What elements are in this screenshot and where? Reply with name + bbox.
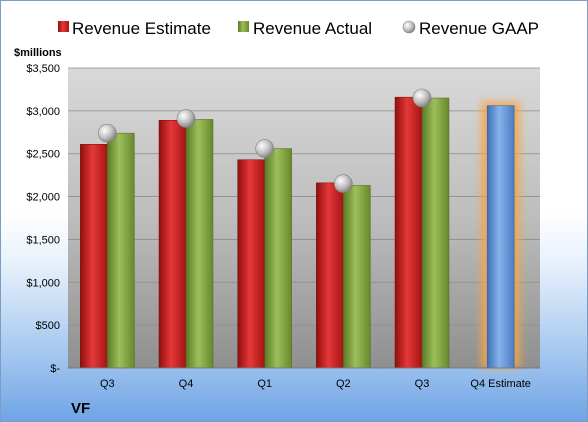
marker-revenue-gaap bbox=[412, 88, 432, 108]
y-tick-label: $2,500 bbox=[26, 149, 60, 161]
legend-label-revenue-actual: Revenue Actual bbox=[253, 19, 372, 38]
y-tick-label: $3,500 bbox=[26, 63, 60, 75]
bar-revenue-actual bbox=[264, 148, 292, 369]
marker-revenue-gaap bbox=[176, 109, 196, 128]
y-tick-label: $3,000 bbox=[26, 106, 60, 118]
legend-marker-revenue-gaap bbox=[402, 20, 416, 34]
y-axis-units: $millions bbox=[14, 47, 62, 59]
gridlines bbox=[68, 67, 540, 326]
x-tick-label: Q4 bbox=[179, 378, 194, 390]
bar-revenue-estimate bbox=[394, 96, 423, 369]
legend-swatch-revenue-estimate bbox=[58, 21, 69, 32]
x-tick-label: Q1 bbox=[257, 378, 272, 390]
marker-revenue-gaap bbox=[334, 174, 353, 194]
bar-q4-estimate bbox=[486, 105, 515, 369]
plot-area bbox=[68, 68, 540, 368]
x-tick-label: Q3 bbox=[415, 378, 430, 390]
gaap-markers bbox=[98, 88, 432, 194]
bar-revenue-actual bbox=[421, 97, 450, 369]
x-axis-ticks: Q3 Q4 Q1 Q2 Q3 Q4 Estimate bbox=[100, 378, 531, 390]
company-ticker: VF bbox=[71, 400, 90, 417]
y-tick-label: $1,500 bbox=[26, 234, 60, 246]
bar-revenue-actual bbox=[343, 185, 371, 369]
bars bbox=[80, 96, 521, 369]
bar-revenue-estimate bbox=[316, 182, 344, 369]
y-tick-label: $- bbox=[50, 363, 60, 375]
x-tick-label: Q4 Estimate bbox=[470, 378, 531, 390]
legend: Revenue Estimate Revenue Actual Revenue … bbox=[58, 19, 539, 38]
bar-revenue-actual bbox=[185, 119, 214, 369]
bar-revenue-estimate bbox=[80, 144, 108, 369]
legend-swatch-revenue-actual bbox=[238, 21, 249, 32]
marker-revenue-gaap bbox=[98, 123, 117, 143]
y-axis-ticks: $- $500 $1,000 $1,500 $2,000 $2,500 $3,000 $3,5… bbox=[26, 63, 60, 375]
marker-revenue-gaap bbox=[255, 139, 274, 158]
bar-revenue-estimate bbox=[158, 120, 187, 369]
x-tick-label: Q2 bbox=[336, 378, 351, 390]
bar-revenue-actual bbox=[107, 132, 135, 369]
x-tick-label: Q3 bbox=[100, 378, 115, 390]
y-tick-label: $500 bbox=[36, 320, 60, 332]
legend-label-revenue-estimate: Revenue Estimate bbox=[72, 19, 211, 38]
legend-label-revenue-gaap: Revenue GAAP bbox=[419, 19, 539, 38]
y-tick-label: $2,000 bbox=[26, 192, 60, 204]
bar-revenue-estimate bbox=[237, 159, 265, 369]
y-tick-label: $1,000 bbox=[26, 277, 60, 289]
